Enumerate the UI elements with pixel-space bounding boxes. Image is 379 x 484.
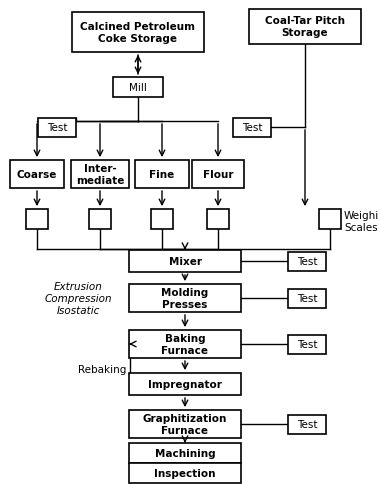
Bar (319, 210, 341, 229)
Text: Inter-
mediate: Inter- mediate (76, 164, 124, 185)
Text: Test: Test (242, 123, 262, 133)
Bar (26, 210, 48, 229)
Text: Molding
Presses: Molding Presses (161, 287, 208, 309)
Bar (135, 161, 189, 189)
Text: Test: Test (297, 257, 317, 267)
Bar (129, 330, 241, 358)
Bar (129, 373, 241, 395)
Text: Test: Test (297, 293, 317, 303)
Text: Mixer: Mixer (169, 257, 202, 267)
Bar (89, 210, 111, 229)
Bar (207, 210, 229, 229)
Text: Fine: Fine (149, 170, 175, 180)
Text: Impregnator: Impregnator (148, 379, 222, 389)
Bar (71, 161, 129, 189)
Text: Flour: Flour (203, 170, 233, 180)
Text: Machining: Machining (155, 448, 215, 458)
Bar (233, 118, 271, 137)
Bar (38, 118, 76, 137)
Bar (129, 251, 241, 272)
Bar (192, 161, 244, 189)
Text: Coal-Tar Pitch
Storage: Coal-Tar Pitch Storage (265, 16, 345, 38)
Bar (72, 13, 204, 53)
Text: Baking
Furnace: Baking Furnace (161, 333, 208, 355)
Bar (129, 285, 241, 312)
Text: Extrusion
Compression
Isostatic: Extrusion Compression Isostatic (44, 282, 112, 315)
Bar (113, 78, 163, 98)
Bar (129, 463, 241, 483)
Bar (288, 252, 326, 271)
Text: Test: Test (297, 339, 317, 349)
Bar (288, 415, 326, 434)
Text: Mill: Mill (129, 83, 147, 93)
Bar (10, 161, 64, 189)
Bar (288, 289, 326, 308)
Text: Test: Test (297, 419, 317, 429)
Bar (129, 410, 241, 438)
Text: Graphitization
Furnace: Graphitization Furnace (143, 413, 227, 435)
Text: Coarse: Coarse (17, 170, 57, 180)
Text: Inspection: Inspection (154, 468, 216, 478)
Bar (151, 210, 173, 229)
Text: Calcined Petroleum
Coke Storage: Calcined Petroleum Coke Storage (80, 22, 196, 44)
Text: Test: Test (47, 123, 67, 133)
Text: Weighing
Scales: Weighing Scales (344, 211, 379, 232)
Text: Rebaking: Rebaking (78, 364, 126, 374)
Bar (288, 335, 326, 354)
Bar (249, 10, 361, 45)
Bar (129, 443, 241, 463)
